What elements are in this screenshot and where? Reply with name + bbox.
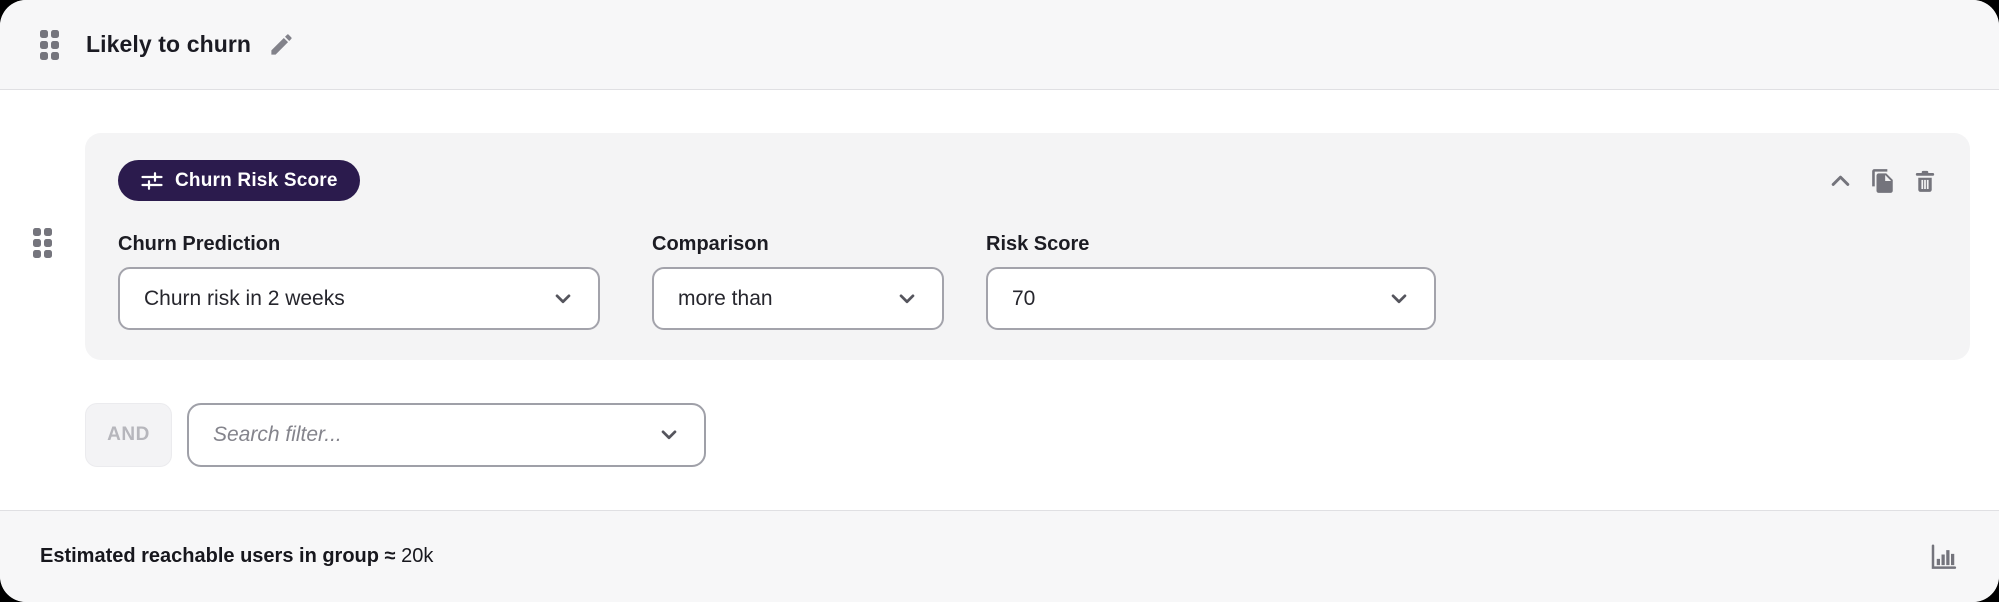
chevron-down-icon <box>899 293 915 303</box>
filter-type-badge-label: Churn Risk Score <box>175 169 338 191</box>
churn-prediction-select[interactable]: Churn risk in 2 weeks <box>118 267 600 330</box>
chevron-down-icon <box>555 293 571 303</box>
field-risk-score: Risk Score 70 <box>986 233 1436 330</box>
filter-panel-top: Churn Risk Score <box>118 160 1940 201</box>
reach-estimate-label: Estimated reachable users in group ≈ <box>40 545 396 567</box>
search-filter-select[interactable]: Search filter... <box>187 403 706 467</box>
filter-fields: Churn Prediction Churn risk in 2 weeks C… <box>118 233 1940 330</box>
delete-filter-button[interactable] <box>1912 168 1938 194</box>
filter-row: Churn Risk Score <box>0 133 1999 360</box>
card-footer: Estimated reachable users in group ≈ 20k <box>0 510 1999 602</box>
filter-panel-actions <box>1827 167 1940 194</box>
field-comparison: Comparison more than <box>652 233 944 330</box>
reach-estimate-value: 20k <box>401 545 434 567</box>
search-filter-placeholder: Search filter... <box>213 423 342 446</box>
filter-drag-handle-icon[interactable] <box>33 228 52 258</box>
reach-estimate: Estimated reachable users in group ≈ 20k <box>40 545 433 568</box>
risk-score-value: 70 <box>1012 286 1036 310</box>
churn-prediction-value: Churn risk in 2 weeks <box>144 286 345 310</box>
and-row: AND Search filter... <box>85 403 1999 467</box>
bar-chart-icon <box>1931 544 1957 569</box>
card-body: Churn Risk Score <box>0 90 1999 510</box>
and-operator-button[interactable]: AND <box>85 403 172 467</box>
collapse-filter-button[interactable] <box>1827 167 1854 194</box>
field-label: Churn Prediction <box>118 233 281 255</box>
sliders-filter-icon <box>141 171 163 190</box>
risk-score-select[interactable]: 70 <box>986 267 1436 330</box>
chevron-down-icon <box>1391 293 1407 303</box>
chevron-down-icon <box>661 430 677 440</box>
comparison-value: more than <box>678 286 773 310</box>
field-label: Comparison <box>652 233 769 255</box>
card-title: Likely to churn <box>86 31 252 57</box>
analytics-button[interactable] <box>1928 542 1958 572</box>
edit-title-button[interactable] <box>268 31 295 58</box>
pencil-icon <box>271 34 292 55</box>
field-label: Risk Score <box>986 233 1090 255</box>
filter-type-badge: Churn Risk Score <box>118 160 360 201</box>
filter-row-handle-col <box>0 133 85 258</box>
field-churn-prediction: Churn Prediction Churn risk in 2 weeks <box>118 233 600 330</box>
filter-panel: Churn Risk Score <box>85 133 1970 360</box>
chevron-up-icon <box>1831 175 1850 186</box>
duplicate-filter-button[interactable] <box>1870 168 1896 194</box>
card-drag-handle-icon[interactable] <box>40 29 59 60</box>
copy-icon <box>1872 168 1893 193</box>
comparison-select[interactable]: more than <box>652 267 944 330</box>
trash-icon <box>1915 170 1935 192</box>
card-header: Likely to churn <box>0 0 1999 90</box>
